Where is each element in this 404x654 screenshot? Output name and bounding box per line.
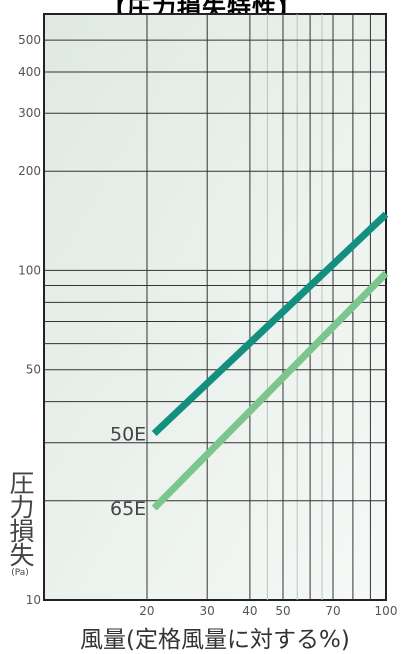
y-tick-label: 200 [18, 164, 41, 178]
series-group: 50E 65E [110, 211, 389, 520]
y-axis-unit: (Pa) [11, 568, 29, 578]
y-axis-title: 圧力損失 [6, 470, 35, 566]
plot-area [43, 13, 387, 601]
x-tick-label: 30 [200, 604, 215, 618]
x-axis-label: 風量(定格風量に対する%) [80, 627, 350, 653]
y-axis-label: 圧力損失 (Pa) [6, 470, 35, 578]
series-label-50e: 50E [110, 424, 146, 446]
y-tick-label: 500 [18, 33, 41, 47]
y-tick-label: 10 [26, 593, 41, 607]
y-tick-label: 50 [26, 363, 41, 377]
x-tick-label: 50 [275, 604, 290, 618]
tick-labels: 10 50 100 200 300 400 500 20 30 40 50 70 100 [18, 33, 397, 618]
series-line-65e [151, 270, 389, 511]
x-tick-label: 100 [375, 604, 398, 618]
x-tick-label: 20 [139, 604, 154, 618]
x-tick-label: 70 [325, 604, 340, 618]
series-line-50e [151, 211, 389, 437]
series-label-65e: 65E [110, 498, 146, 520]
y-tick-label: 300 [18, 106, 41, 120]
y-tick-label: 100 [18, 263, 41, 277]
x-tick-label: 40 [242, 604, 257, 618]
y-tick-label: 400 [18, 65, 41, 79]
